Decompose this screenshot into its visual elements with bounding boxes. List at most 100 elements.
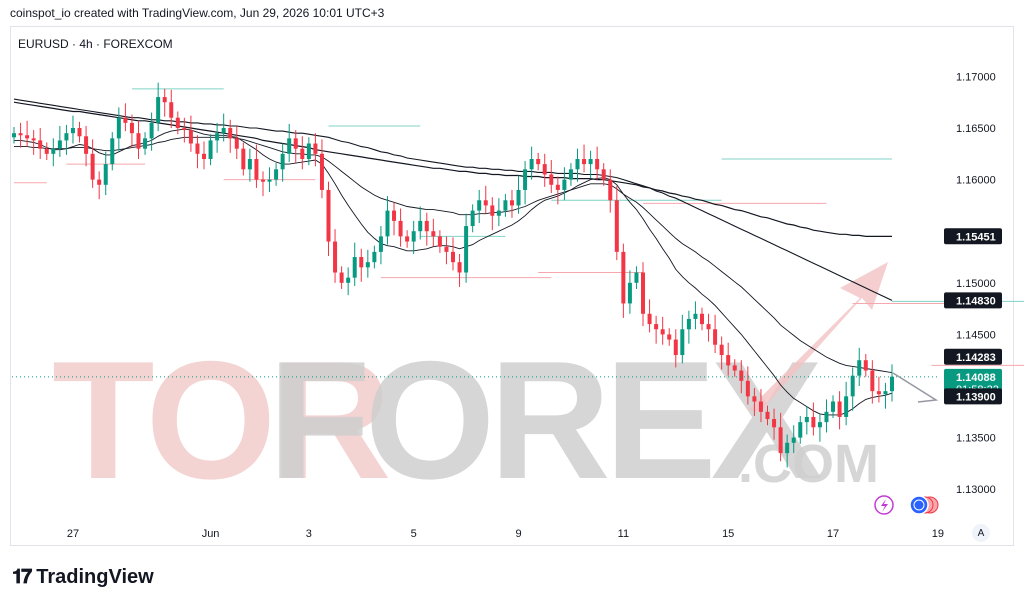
x-tick-label: 3 xyxy=(306,528,312,540)
candle xyxy=(595,146,600,180)
candle xyxy=(483,185,488,214)
candle xyxy=(470,204,475,233)
candle xyxy=(529,146,534,180)
candle xyxy=(647,299,652,333)
svg-text:1.13900: 1.13900 xyxy=(956,391,996,403)
candle xyxy=(850,367,855,411)
candle xyxy=(437,230,442,253)
candle xyxy=(713,314,718,353)
projection-arrow-icon xyxy=(892,372,939,403)
candle xyxy=(359,248,364,282)
brand-name: TradingView xyxy=(36,566,154,588)
ma-mid-line xyxy=(14,136,893,374)
watermark-arrow-icon xyxy=(748,262,888,412)
price-label: 1.15451 xyxy=(944,228,1002,245)
candle xyxy=(817,413,822,442)
candle xyxy=(116,107,121,151)
candle xyxy=(876,376,881,403)
candle xyxy=(202,141,207,170)
candle xyxy=(228,119,233,153)
chart-caption: coinspot_io created with TradingView.com… xyxy=(10,6,385,20)
candle xyxy=(601,163,606,186)
y-tick-label: 1.16000 xyxy=(956,175,996,187)
candle xyxy=(254,144,259,188)
candle xyxy=(97,171,102,200)
candle xyxy=(77,121,82,143)
candle xyxy=(12,127,16,144)
svg-text:1.14283: 1.14283 xyxy=(956,352,996,364)
candle xyxy=(582,144,587,173)
x-tick-label: 17 xyxy=(827,528,839,540)
auto-scale-button[interactable]: A xyxy=(972,524,990,542)
candle xyxy=(182,117,187,143)
candle xyxy=(306,137,311,166)
candle xyxy=(319,139,324,199)
y-tick-label: 1.13000 xyxy=(956,484,996,496)
candle xyxy=(313,133,318,167)
candle xyxy=(608,169,613,213)
candle xyxy=(398,208,403,247)
candle xyxy=(811,402,816,436)
candle xyxy=(745,366,750,405)
candle xyxy=(680,314,685,364)
candle xyxy=(136,120,141,159)
candle xyxy=(634,266,639,290)
candle xyxy=(18,122,23,148)
candle xyxy=(870,360,875,404)
candles xyxy=(12,82,894,468)
candle xyxy=(765,405,770,426)
candle xyxy=(84,125,89,167)
candle xyxy=(405,230,410,248)
candle xyxy=(758,389,763,423)
candle xyxy=(280,143,285,182)
candle xyxy=(627,270,632,314)
candle xyxy=(169,89,174,129)
candle xyxy=(706,313,711,342)
candle xyxy=(523,161,528,205)
candle xyxy=(660,316,665,345)
candle xyxy=(726,342,731,376)
tradingview-brand[interactable]: 𝟏𝟕 TradingView xyxy=(12,566,154,589)
candle xyxy=(562,167,567,201)
price-labels: 1.154511.148301.142831.1408801:58:221.13… xyxy=(944,228,1002,405)
time-axis[interactable]: 27Jun35911151719232529 xyxy=(67,528,1024,540)
candle xyxy=(188,115,193,152)
candle xyxy=(57,125,62,157)
watermark: TOR FOREX .COM xyxy=(52,262,888,514)
y-tick-label: 1.16500 xyxy=(956,123,996,135)
candle xyxy=(175,111,180,135)
price-axis[interactable]: 1.17000 1.16500 1.16000 1.15000 1.14500 1.135… xyxy=(956,71,996,496)
candle xyxy=(274,163,279,186)
candle xyxy=(123,103,128,132)
candle xyxy=(831,395,836,418)
tradingview-logo-icon: 𝟏𝟕 xyxy=(12,566,32,588)
candle xyxy=(241,142,246,176)
candle xyxy=(234,125,239,159)
event-icons[interactable] xyxy=(874,495,939,515)
candle xyxy=(103,151,108,196)
candle xyxy=(621,243,626,318)
candle xyxy=(844,381,849,426)
candle xyxy=(424,212,429,246)
candle xyxy=(588,150,593,179)
y-tick-label: 1.15000 xyxy=(956,278,996,290)
x-tick-label: 27 xyxy=(67,528,79,540)
candle xyxy=(385,196,390,245)
candle xyxy=(221,113,226,142)
candle xyxy=(719,336,724,370)
candle xyxy=(215,122,220,153)
candle xyxy=(90,139,95,188)
candle xyxy=(654,315,659,344)
candle xyxy=(156,82,161,132)
svg-text:1.14830: 1.14830 xyxy=(956,295,996,307)
y-tick-label: 1.17000 xyxy=(956,71,996,83)
ma-slow-line xyxy=(13,98,893,301)
candle xyxy=(333,229,338,283)
candle xyxy=(477,189,482,223)
candle xyxy=(38,128,43,159)
candle xyxy=(732,359,737,377)
x-tick-label: 19 xyxy=(932,528,944,540)
candle xyxy=(411,220,416,254)
candle xyxy=(31,130,36,155)
